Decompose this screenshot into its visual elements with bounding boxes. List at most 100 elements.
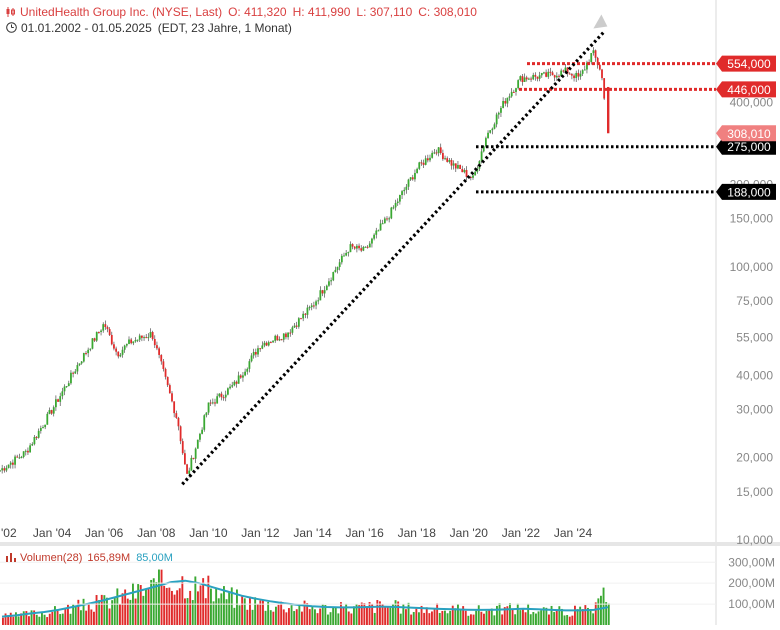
candle-body	[27, 450, 29, 453]
volume-bar	[449, 610, 452, 625]
volume-bar	[433, 608, 436, 625]
volume-bar	[202, 578, 205, 625]
volume-bar	[457, 604, 459, 625]
candle-body	[143, 337, 145, 339]
chart-header-quote: UnitedHealth Group Inc. (NYSE, Last) O: 4…	[6, 5, 477, 19]
candle-body	[392, 207, 395, 209]
candle-body	[115, 348, 117, 352]
volume-bar	[225, 599, 228, 625]
candle-body	[594, 50, 597, 58]
candle-body	[530, 78, 532, 80]
last-candle	[607, 86, 610, 134]
volume-header: Volumen(28) 165,89M 85,00M	[6, 552, 173, 564]
candle-body	[106, 327, 109, 330]
candle-body	[48, 410, 51, 414]
volume-bar	[301, 611, 303, 625]
volume-bar	[155, 581, 158, 625]
volume-bar	[545, 607, 548, 625]
candle-body	[409, 177, 412, 180]
volume-bar	[527, 603, 530, 625]
candle-body	[145, 337, 148, 339]
candle-body	[381, 223, 384, 225]
candle-body	[351, 244, 354, 247]
pane-separator[interactable]	[0, 542, 780, 546]
candle-body	[244, 371, 246, 376]
volume-ma-value: 85,00M	[136, 552, 173, 564]
candle-body	[246, 368, 249, 372]
candle-body	[538, 75, 541, 79]
candle-body	[356, 245, 358, 249]
overlays: 554,000 446,000 275,000 188,000 308,010	[181, 14, 776, 486]
candle-body	[364, 246, 367, 248]
candle-body	[566, 67, 569, 74]
volume-bar	[111, 600, 114, 625]
candle-body	[24, 450, 27, 452]
volume-bar	[189, 590, 192, 625]
candle-body	[450, 160, 453, 166]
candle-body	[297, 318, 300, 327]
y-tick-label: 75,000	[736, 294, 773, 308]
volume-bar	[254, 597, 257, 625]
volume-bar	[243, 598, 246, 625]
candle-body	[162, 361, 165, 370]
candle-body	[31, 444, 34, 446]
volume-bar	[384, 607, 387, 625]
candle-body	[362, 247, 365, 251]
volume-bar	[420, 605, 423, 625]
volume-bar	[605, 602, 608, 625]
volume-bar	[566, 614, 569, 625]
candle-body	[173, 401, 176, 414]
candle-body	[74, 371, 77, 374]
volume-bar	[329, 612, 332, 625]
candle-body	[242, 375, 244, 378]
volume-bar	[488, 610, 491, 625]
candle-body	[487, 132, 489, 139]
candle-body	[476, 168, 479, 172]
volume-bar	[30, 610, 33, 625]
candle-body	[14, 456, 16, 465]
candle-body	[231, 385, 234, 387]
volume-bar	[550, 605, 553, 625]
volume-bar	[459, 608, 462, 625]
volume-bar	[38, 616, 41, 625]
volume-bar	[462, 606, 465, 625]
candle-body	[186, 464, 188, 474]
candle-body	[347, 252, 350, 254]
candle-body	[512, 91, 515, 93]
volume-bar	[134, 598, 137, 625]
candle-body	[203, 415, 206, 430]
candle-body	[175, 413, 178, 418]
candle-body	[280, 339, 283, 341]
volume-bar	[85, 610, 88, 625]
volume-bar	[337, 613, 340, 625]
candle-body	[278, 339, 281, 341]
candle-body	[583, 69, 586, 71]
volume-bar	[285, 612, 288, 625]
x-tick-label: Jan '16	[345, 526, 384, 540]
volume-bar	[587, 607, 589, 625]
candle-body	[448, 160, 451, 162]
volume-tick-label: 200,00M	[728, 576, 775, 590]
volume-bar	[264, 610, 267, 625]
trendline	[181, 31, 605, 486]
volume-bar	[394, 600, 397, 625]
candle-body	[545, 72, 547, 77]
level-tag	[716, 55, 776, 72]
candle-body	[343, 255, 345, 257]
candle-body	[482, 146, 485, 152]
candle-body	[519, 76, 522, 81]
candle-body	[510, 91, 513, 97]
candle-body	[110, 334, 113, 345]
volume-bar	[147, 588, 150, 625]
candle-body	[233, 381, 236, 386]
volume-bar	[22, 611, 25, 625]
candle-body	[480, 151, 483, 162]
volume-bar	[386, 606, 389, 625]
volume-bar	[376, 600, 379, 625]
candle-body	[218, 393, 221, 397]
candle-body	[184, 453, 186, 465]
candle-body	[313, 305, 315, 307]
volume-bar	[548, 614, 550, 625]
candle-body	[259, 348, 262, 350]
